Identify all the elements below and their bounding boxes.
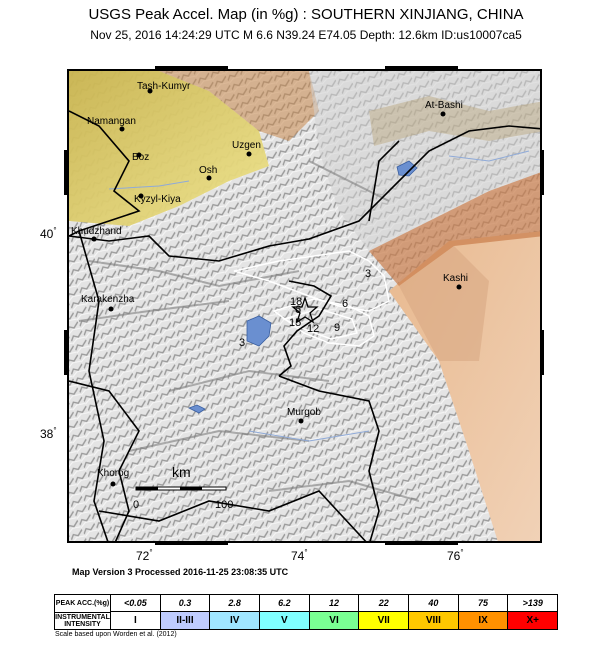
pga-value: 75 [458,595,508,612]
rivers [108,150,530,442]
lon-tick [385,541,458,545]
mmi-value: X+ [508,612,558,629]
lon-tick [385,66,458,70]
lat-label-40: 40° [40,226,57,241]
contour-label: 6 [342,298,348,310]
legend-column: 6.2 V [260,595,310,629]
pga-value: 0.3 [160,595,210,612]
mmi-value: I [111,612,160,629]
contour-label: 3 [365,268,371,280]
intensity-legend: PEAK ACC.(%g) INSTRUMENTAL INTENSITY <0.… [54,594,558,630]
mmi-value: VII [359,612,409,629]
place-label: At-Bashi [425,100,463,111]
map-title: USGS Peak Accel. Map (in %g) : SOUTHERN … [88,6,524,23]
contour-label: 3 [239,337,245,349]
place-label: Uzgen [232,140,261,151]
shakemap-frame[interactable]: Tash-Kumyr At-Bashi Namangan Boz Uzgen O… [67,69,542,543]
place-label: Kyzyl-Kiya [134,194,181,205]
lon-label-72: 72° [136,548,153,563]
fergana-highland [159,71,319,141]
mmi-value: V [260,612,309,629]
legend-column: 22 VII [359,595,410,629]
event-info: Nov 25, 2016 14:24:29 UTC M 6.6 N39.24 E… [90,28,522,42]
lon-tick [155,541,228,545]
lon-label-74: 74° [291,548,308,563]
scale-bar: km 0 100 [133,464,233,511]
contour-label: 15 [289,317,301,329]
place-label: Khorog [97,468,129,479]
pga-value: 40 [409,595,458,612]
place-label: Khudzhand [71,226,122,237]
pga-value: 2.8 [210,595,260,612]
pga-header: PEAK ACC.(%g) [55,595,110,613]
place-label: Namangan [87,116,136,127]
lat-label-38: 38° [40,426,57,441]
legend-column: <0.05 I [111,595,161,629]
legend-column: 12 VI [309,595,360,629]
pga-value: <0.05 [111,595,160,612]
yashilkul-lake [188,404,206,414]
intensity-header: INSTRUMENTAL INTENSITY [55,613,110,628]
country-borders [69,110,540,541]
credit-note: Scale based upon Worden et al. (2012) [55,631,177,638]
map-version: Map Version 3 Processed 2016-11-25 23:08… [72,567,289,577]
legend-column: 40 VIII [409,595,459,629]
pga-value: 12 [309,595,359,612]
lon-tick [155,66,228,70]
shakemap: Tash-Kumyr At-Bashi Namangan Boz Uzgen O… [69,71,540,541]
mmi-value: VIII [409,612,458,629]
mmi-value: II-III [160,612,210,629]
pga-value: >139 [508,595,558,612]
scale-start: 0 [133,499,139,511]
place-label: Tash-Kumyr [137,81,191,92]
legend-column: >139 X+ [508,595,558,629]
lat-tick [540,330,544,375]
place-label: Kashi [443,273,468,284]
song-kol-lake [396,160,418,177]
contour-label: 12 [307,323,319,335]
ne-highlands [309,71,540,251]
place-label: Karakenzha [81,294,135,305]
pga-value: 22 [359,595,409,612]
place-markers [91,88,462,487]
mmi-value: VI [309,612,359,629]
lon-label-76: 76° [447,548,464,563]
lat-tick [64,330,68,375]
pga-value: 6.2 [260,595,309,612]
basin-transition [399,246,489,361]
epicenter-star-icon [291,295,319,324]
contour-label: 6 [295,304,301,316]
contour-label: 18 [290,296,302,308]
tianshan-foothills [369,172,540,286]
place-label: Osh [199,165,217,176]
legend-column: 2.8 IV [210,595,261,629]
scale-end: 100 [215,499,233,511]
ne-ridge [369,96,540,146]
legend-column: 75 IX [458,595,509,629]
lat-tick [64,150,68,195]
mmi-value: IX [458,612,508,629]
place-label: Boz [132,152,149,163]
mmi-value: IV [210,612,260,629]
pga-contours [233,250,390,347]
fergana-valley [69,71,269,226]
legend-header: PEAK ACC.(%g) INSTRUMENTAL INTENSITY [55,595,111,629]
place-label: Murgob [287,407,321,418]
scale-unit: km [172,464,191,480]
legend-column: 0.3 II-III [160,595,211,629]
contour-label: 9 [334,322,340,334]
lat-tick [540,150,544,195]
karakul-lake [246,315,272,347]
